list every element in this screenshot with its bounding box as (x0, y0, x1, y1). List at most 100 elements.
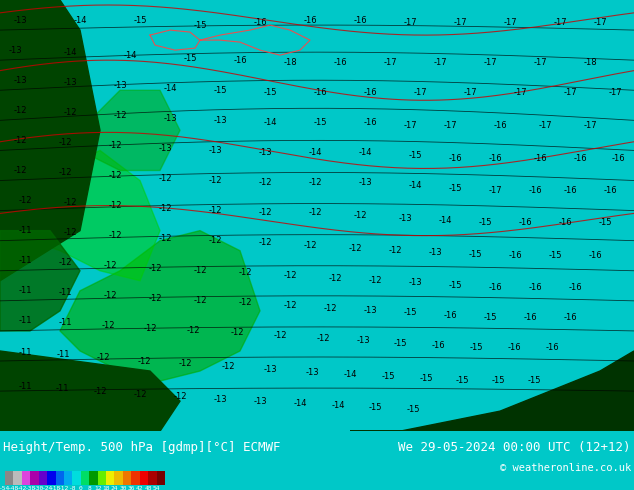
Text: -12: -12 (63, 108, 77, 117)
Text: -30: -30 (33, 486, 44, 490)
Bar (131, 471, 139, 485)
Text: -12: -12 (148, 264, 162, 273)
Text: -15: -15 (478, 218, 492, 227)
Text: -12: -12 (108, 231, 122, 240)
Text: -12: -12 (96, 353, 110, 363)
Text: -14: -14 (358, 148, 372, 157)
Text: -8: -8 (68, 486, 76, 490)
Text: -12: -12 (18, 196, 32, 205)
Text: -12: -12 (13, 106, 27, 115)
Bar (64, 471, 72, 485)
Text: -12: -12 (158, 234, 172, 243)
Text: -17: -17 (593, 18, 607, 26)
Text: -17: -17 (443, 121, 457, 130)
Text: -13: -13 (305, 368, 319, 376)
Text: -13: -13 (208, 146, 222, 155)
Text: -13: -13 (213, 394, 227, 404)
Text: -16: -16 (588, 251, 602, 260)
Text: -17: -17 (383, 58, 397, 67)
Text: -16: -16 (568, 283, 582, 293)
Text: -16: -16 (523, 314, 537, 322)
Text: -15: -15 (419, 373, 433, 383)
Text: -12: -12 (93, 387, 107, 395)
Text: -48: -48 (8, 486, 19, 490)
Text: 12: 12 (94, 486, 101, 490)
Text: -13: -13 (8, 46, 22, 55)
Text: -16: -16 (508, 251, 522, 260)
Text: -12: -12 (108, 141, 122, 150)
Text: -15: -15 (469, 250, 482, 259)
Text: -16: -16 (558, 218, 572, 227)
Text: -16: -16 (603, 186, 617, 195)
Text: -12: -12 (208, 176, 222, 185)
Bar (148, 471, 157, 485)
Text: -17: -17 (583, 121, 597, 130)
Text: -12: -12 (283, 301, 297, 310)
Text: -12: -12 (308, 178, 321, 187)
Text: -17: -17 (533, 58, 547, 67)
Bar (5, 471, 13, 485)
Bar (123, 471, 131, 485)
Text: -15: -15 (213, 86, 227, 95)
Bar (157, 471, 165, 485)
Text: -12: -12 (101, 321, 115, 330)
Text: -12: -12 (108, 171, 122, 180)
Text: -12: -12 (328, 274, 342, 283)
Text: -15: -15 (598, 218, 612, 227)
Bar (115, 471, 123, 485)
Text: -18: -18 (50, 486, 61, 490)
Polygon shape (80, 90, 180, 171)
Text: -12: -12 (323, 304, 337, 314)
Text: -17: -17 (453, 18, 467, 26)
Text: -15: -15 (403, 308, 417, 318)
Bar (56, 471, 64, 485)
Text: -16: -16 (528, 186, 542, 195)
Text: -14: -14 (438, 216, 452, 225)
Text: -12: -12 (258, 238, 272, 247)
Text: -17: -17 (513, 88, 527, 97)
Text: -12: -12 (63, 228, 77, 237)
Text: -12: -12 (221, 362, 235, 370)
Text: -16: -16 (507, 343, 521, 352)
Text: -13: -13 (258, 148, 272, 157)
Text: -17: -17 (608, 88, 622, 97)
Text: -14: -14 (74, 16, 87, 24)
Text: -12: -12 (186, 326, 200, 336)
Text: -15: -15 (406, 405, 420, 414)
Bar (72, 471, 81, 485)
Text: -15: -15 (527, 375, 541, 385)
Text: -17: -17 (413, 88, 427, 97)
Text: -12: -12 (158, 204, 172, 213)
Text: -16: -16 (253, 18, 267, 26)
Text: -11: -11 (55, 384, 68, 392)
Text: -14: -14 (308, 148, 321, 157)
Text: 54: 54 (153, 486, 160, 490)
Bar (30, 471, 39, 485)
Polygon shape (0, 351, 180, 431)
Bar (22, 471, 30, 485)
Text: -12: -12 (103, 292, 117, 300)
Text: -12: -12 (353, 211, 366, 220)
Text: -14: -14 (63, 48, 77, 57)
Text: -13: -13 (113, 81, 127, 90)
Text: -11: -11 (18, 256, 32, 265)
Bar (13, 471, 22, 485)
Text: -16: -16 (443, 311, 457, 320)
Text: -12: -12 (193, 296, 207, 305)
Bar (81, 471, 89, 485)
Text: -12: -12 (308, 208, 321, 217)
Text: -13: -13 (428, 248, 442, 257)
Text: -12: -12 (13, 166, 27, 175)
Text: -11: -11 (18, 382, 32, 391)
Text: -11: -11 (18, 226, 32, 235)
Text: -54: -54 (0, 486, 11, 490)
Text: -17: -17 (503, 18, 517, 26)
Text: -14: -14 (123, 50, 137, 60)
Text: -13: -13 (158, 144, 172, 153)
Text: -12: -12 (137, 357, 151, 366)
Text: -16: -16 (363, 118, 377, 127)
Text: -12: -12 (316, 335, 330, 343)
Polygon shape (350, 351, 634, 431)
Text: -16: -16 (353, 16, 367, 24)
Text: 48: 48 (145, 486, 152, 490)
